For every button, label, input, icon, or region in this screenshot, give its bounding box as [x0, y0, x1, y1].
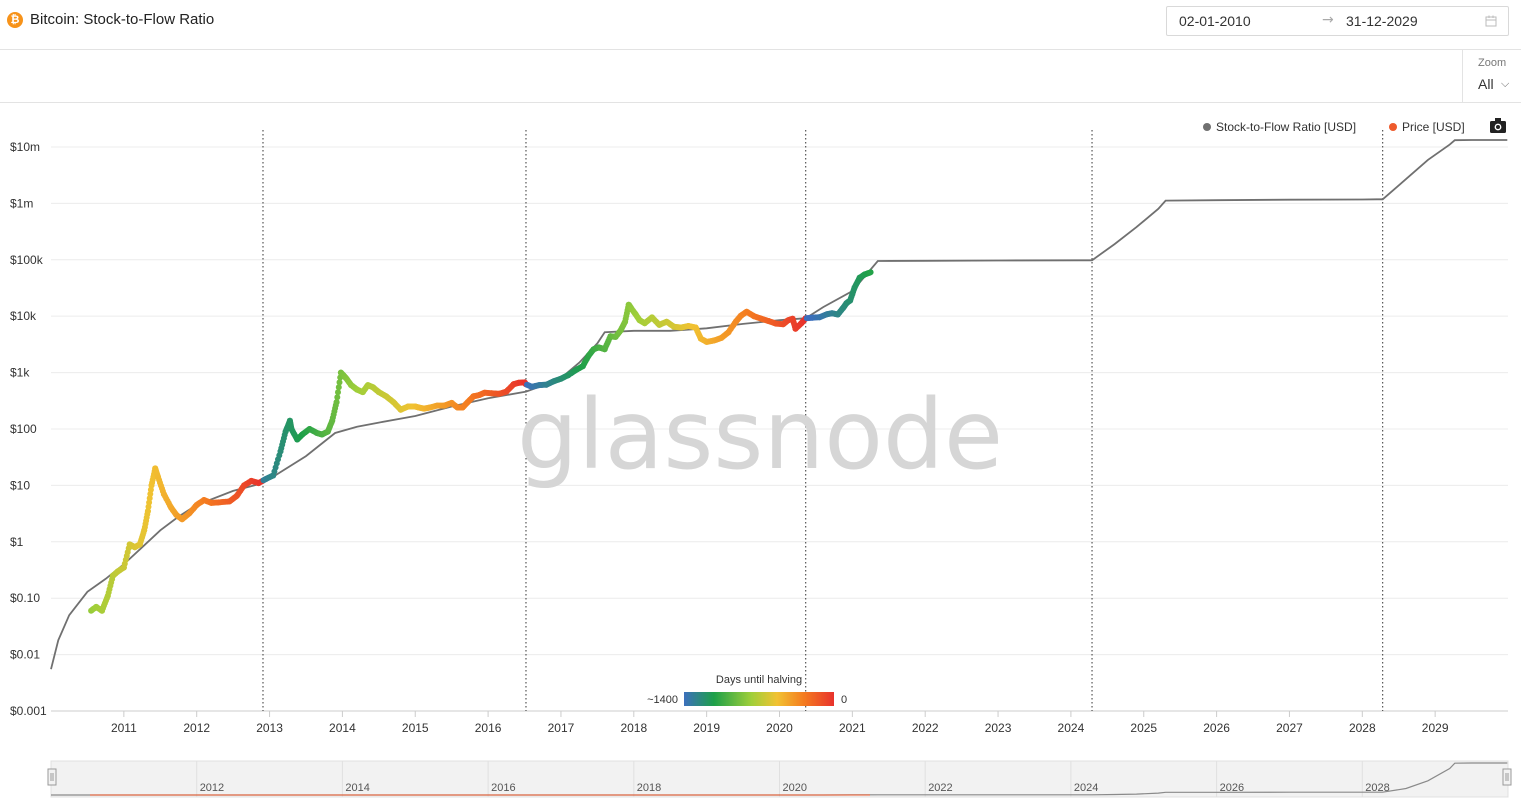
y-axis: $0.001 $0.01 $0.10 $1 $10 $100 $1k $10k $100k $1m…	[10, 140, 47, 718]
price-point	[334, 394, 341, 401]
y-tick-label: $1	[10, 535, 24, 549]
price-point	[867, 269, 874, 276]
legend: Stock-to-Flow Ratio [USD] Price [USD]	[1203, 120, 1465, 134]
y-tick-label: $1m	[10, 196, 33, 210]
y-tick-label: $10m	[10, 140, 40, 154]
halving-lines	[262, 130, 1384, 711]
y-tick-label: $1k	[10, 366, 30, 380]
arrow-right-icon: →	[1322, 12, 1334, 28]
navigator-handle-right[interactable]	[1502, 768, 1512, 786]
navigator-tick-label: 2028	[1365, 782, 1389, 794]
chart-series	[50, 139, 1508, 670]
x-tick-label: 2028	[1349, 721, 1376, 735]
x-axis: 2011 2012 2013 2014 2015 2016 2017 2018 2019 2020…	[111, 711, 1449, 735]
x-tick-label: 2011	[111, 721, 137, 735]
x-tick-label: 2024	[1058, 721, 1085, 735]
y-tick-label: $0.001	[10, 704, 47, 718]
navigator-tick-label: 2016	[491, 782, 515, 794]
header: ₿ Bitcoin: Stock-to-Flow Ratio 02-01-201…	[0, 0, 1521, 50]
y-tick-label: $10	[10, 478, 30, 492]
y-tick-label: $100	[10, 422, 37, 436]
colorbar-title: Days until halving	[716, 674, 802, 686]
x-tick-label: 2015	[402, 721, 429, 735]
date-range-picker[interactable]: 02-01-2010 → 31-12-2029	[1166, 6, 1509, 36]
legend-item-s2f[interactable]: Stock-to-Flow Ratio [USD]	[1203, 120, 1356, 134]
s2f-chart: $0.001 $0.01 $0.10 $1 $10 $100 $1k $10k $100k $1m…	[10, 118, 1512, 798]
legend-label-s2f: Stock-to-Flow Ratio [USD]	[1216, 120, 1356, 134]
colorbar-max-label: 0	[841, 694, 847, 706]
x-tick-label: 2014	[329, 721, 356, 735]
navigator-tick-label: 2020	[783, 782, 807, 794]
legend-marker-s2f	[1203, 123, 1211, 131]
navigator[interactable]: 2012 2014 2016 2018 2020 2022 2024 2026 2028	[47, 760, 1512, 798]
colorbar: Days until halving ~1400 0	[647, 674, 847, 706]
navigator-handle-left[interactable]	[47, 768, 57, 786]
x-tick-label: 2025	[1130, 721, 1157, 735]
x-tick-label: 2029	[1422, 721, 1449, 735]
price-point	[336, 379, 343, 386]
x-tick-label: 2023	[985, 721, 1012, 735]
x-tick-label: 2012	[183, 721, 210, 735]
price-point	[335, 384, 342, 391]
date-start-input[interactable]: 02-01-2010	[1179, 13, 1251, 29]
legend-item-price[interactable]: Price [USD]	[1389, 120, 1465, 134]
zoom-select[interactable]: Zoom All ⌵	[1462, 50, 1521, 103]
toolbar	[0, 50, 1521, 103]
price-point	[335, 389, 341, 396]
y-tick-label: $100k	[10, 253, 44, 267]
x-tick-label: 2022	[912, 721, 939, 735]
zoom-label: Zoom	[1478, 57, 1507, 69]
legend-label-price: Price [USD]	[1402, 120, 1465, 134]
colorbar-min-label: ~1400	[647, 694, 678, 706]
calendar-icon[interactable]	[1485, 15, 1497, 27]
camera-icon[interactable]	[1490, 118, 1506, 133]
x-tick-label: 2021	[839, 721, 866, 735]
legend-marker-price	[1389, 123, 1397, 131]
navigator-tick-label: 2018	[637, 782, 661, 794]
colorbar-gradient	[684, 692, 834, 706]
zoom-value[interactable]: All	[1478, 76, 1494, 92]
chevron-down-icon[interactable]: ⌵	[1501, 77, 1510, 90]
x-tick-label: 2017	[548, 721, 575, 735]
x-tick-label: 2016	[475, 721, 502, 735]
page-title: Bitcoin: Stock-to-Flow Ratio	[30, 11, 215, 28]
price-point	[333, 399, 340, 406]
x-tick-label: 2027	[1276, 721, 1303, 735]
date-end-input[interactable]: 31-12-2029	[1346, 13, 1418, 29]
watermark: glassnode	[517, 379, 1003, 491]
navigator-ticks: 2012 2014 2016 2018 2020 2022 2024 2026 2028	[196, 761, 1390, 797]
y-tick-label: $0.10	[10, 591, 40, 605]
x-tick-label: 2013	[256, 721, 283, 735]
navigator-tick-label: 2014	[345, 782, 369, 794]
y-tick-label: $10k	[10, 309, 37, 323]
navigator-tick-label: 2022	[928, 782, 952, 794]
grid-lines	[51, 146, 1508, 656]
y-tick-label: $0.01	[10, 648, 40, 662]
x-tick-label: 2020	[766, 721, 793, 735]
x-tick-label: 2019	[693, 721, 720, 735]
bitcoin-icon: ₿	[7, 12, 23, 28]
x-tick-label: 2026	[1203, 721, 1230, 735]
x-tick-label: 2018	[620, 721, 647, 735]
navigator-tick-label: 2024	[1074, 782, 1098, 794]
navigator-tick-label: 2026	[1220, 782, 1244, 794]
navigator-tick-label: 2012	[200, 782, 224, 794]
